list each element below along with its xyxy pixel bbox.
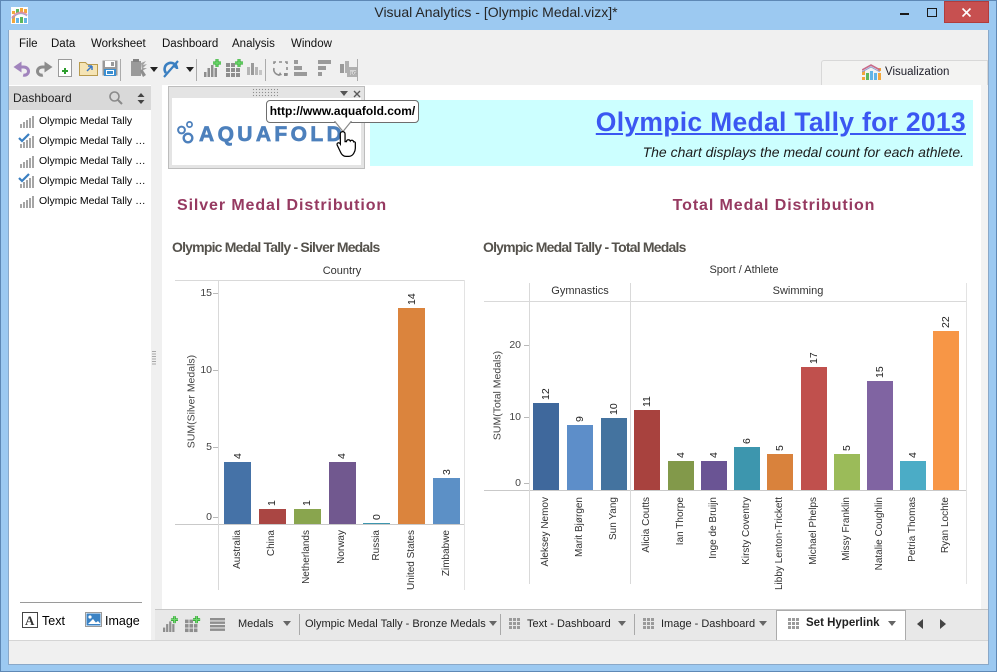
- svg-text:A: A: [25, 613, 35, 628]
- svg-text:LG: LG: [351, 71, 358, 76]
